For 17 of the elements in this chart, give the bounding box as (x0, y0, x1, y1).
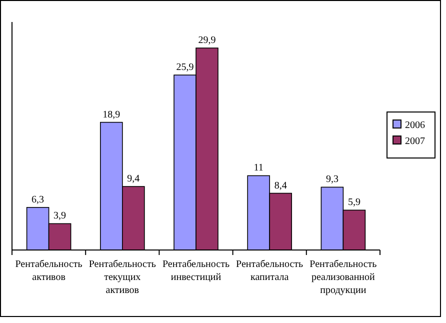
legend-label: 2006 (405, 120, 425, 131)
data-label: 25,9 (176, 62, 194, 74)
data-label: 5,9 (348, 197, 360, 208)
data-label: 29,9 (198, 35, 216, 46)
data-label: 9,3 (326, 174, 338, 186)
data-label: 11 (254, 162, 264, 174)
x-tick-label: Рентабельность текущих активов (88, 259, 156, 296)
legend-label: 2007 (405, 136, 425, 147)
data-label: 18,9 (102, 109, 120, 120)
data-label: 3,9 (54, 210, 66, 222)
data-label: 8,4 (274, 180, 287, 192)
x-tick-label: Рентабельность реализованной продукции (310, 259, 378, 296)
data-label: 6,3 (32, 194, 44, 206)
x-tick-label: Рентабельность активов (15, 259, 83, 283)
x-tick-label: Рентабельность инвестиций (162, 259, 230, 283)
x-tick-label: Рентабельность капитала (236, 259, 304, 283)
data-label: 9,4 (127, 173, 140, 184)
